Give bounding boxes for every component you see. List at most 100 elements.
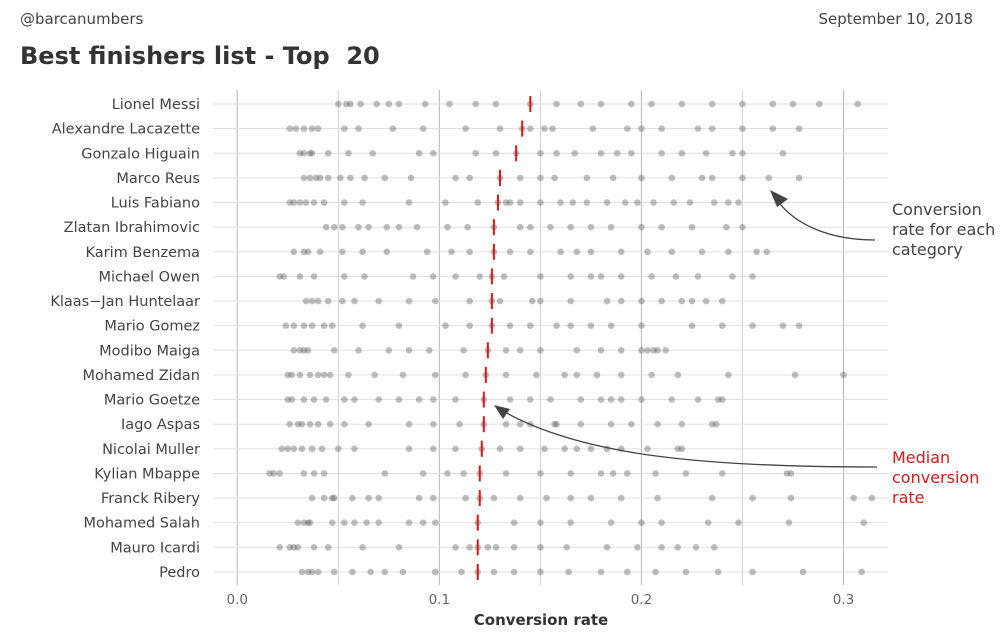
data-point [692, 544, 700, 551]
data-point [466, 174, 473, 182]
data-point [749, 494, 756, 502]
data-point [617, 396, 625, 403]
player-label: Marco Reus [116, 171, 200, 187]
data-point [597, 568, 605, 576]
player-label: Luis Fabiano [111, 196, 200, 212]
data-point [286, 125, 294, 132]
data-point [561, 445, 568, 453]
data-point [638, 322, 645, 329]
data-point [710, 544, 718, 551]
player-label: Alexandre Lacazette [52, 122, 200, 138]
data-point [644, 347, 651, 354]
data-point [795, 174, 803, 182]
data-point [502, 420, 510, 428]
data-point [328, 494, 336, 502]
data-point [553, 149, 560, 157]
data-point [328, 322, 336, 329]
data-point [587, 223, 595, 231]
data-point [638, 347, 645, 354]
data-point [638, 174, 645, 182]
data-point [704, 519, 712, 527]
data-point [516, 445, 524, 453]
data-point [266, 470, 273, 477]
data-point [607, 223, 615, 231]
data-point [694, 125, 702, 132]
data-point [304, 347, 312, 354]
data-point [628, 420, 635, 428]
data-point [654, 420, 661, 428]
data-point [310, 470, 318, 477]
player-label: Franck Ribery [101, 491, 200, 507]
data-point [345, 371, 352, 379]
data-point [347, 100, 354, 108]
data-point [698, 174, 706, 182]
data-point [617, 494, 625, 502]
data-point [341, 519, 348, 527]
arrowhead-median [494, 405, 510, 419]
data-point [678, 100, 686, 108]
data-point [787, 494, 795, 502]
annotation-conversion-each-category: Conversion rate for each category [892, 200, 996, 259]
data-point [769, 100, 777, 108]
data-point [290, 199, 298, 206]
data-point [537, 149, 544, 157]
data-point [678, 297, 686, 305]
data-point [551, 420, 558, 428]
data-point [324, 149, 332, 157]
data-point [502, 470, 510, 477]
data-point [551, 174, 558, 182]
data-point [365, 420, 372, 428]
data-point [458, 568, 465, 576]
data-point [432, 568, 439, 576]
data-point [573, 445, 581, 453]
data-point [638, 396, 645, 403]
data-point [296, 347, 304, 354]
data-point [617, 248, 625, 256]
data-point [648, 371, 655, 379]
data-point [537, 544, 544, 551]
data-point [375, 396, 383, 403]
data-point [326, 371, 334, 379]
data-point [405, 519, 413, 527]
player-label: Mario Goetze [104, 393, 200, 409]
player-label: Karim Benzema [86, 245, 200, 261]
data-point [674, 544, 682, 551]
data-point [537, 519, 544, 527]
data-point [537, 470, 544, 477]
data-point [638, 125, 645, 132]
player-label: Klaas−Jan Huntelaar [50, 294, 200, 310]
data-point [294, 519, 302, 527]
data-point [682, 568, 690, 576]
data-point [650, 347, 657, 354]
data-point [682, 470, 690, 477]
data-point [339, 297, 346, 305]
data-point [452, 544, 459, 551]
data-point [304, 568, 312, 576]
data-point [718, 297, 726, 305]
data-point [300, 396, 308, 403]
data-point [341, 199, 348, 206]
data-point [496, 445, 504, 453]
data-point [383, 223, 391, 231]
data-point [587, 273, 595, 280]
data-point [567, 494, 575, 502]
data-point [415, 396, 423, 403]
data-point [791, 371, 799, 379]
data-point [567, 470, 575, 477]
arrow-each-category [776, 199, 876, 241]
data-point [492, 100, 500, 108]
data-point [442, 199, 449, 206]
data-point [288, 371, 296, 379]
data-point [375, 297, 383, 305]
data-point [316, 174, 324, 182]
data-point [314, 568, 322, 576]
data-point [617, 273, 625, 280]
data-point [322, 223, 330, 231]
data-point [452, 174, 459, 182]
data-point [496, 125, 504, 132]
data-point [276, 470, 283, 477]
data-point [516, 199, 524, 206]
data-point [672, 273, 680, 280]
data-point [678, 149, 686, 157]
data-point [589, 125, 597, 132]
